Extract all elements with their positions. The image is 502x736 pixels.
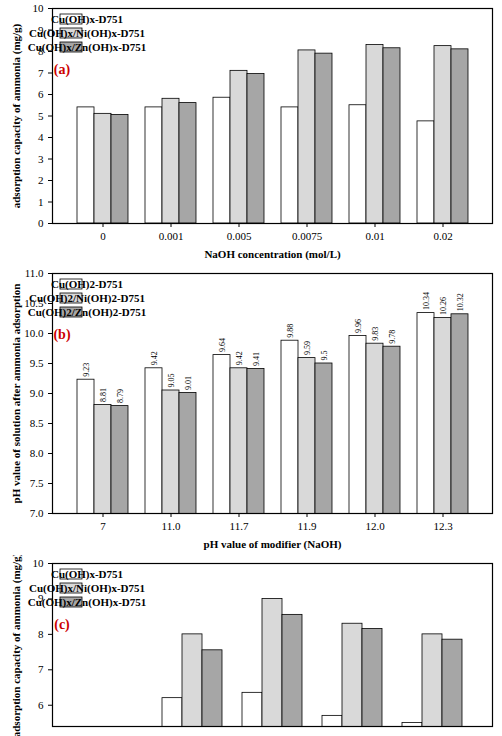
svg-text:9.05: 9.05 <box>167 374 176 388</box>
svg-text:9.59: 9.59 <box>303 341 312 355</box>
svg-text:7: 7 <box>38 663 44 675</box>
svg-text:0.001: 0.001 <box>159 230 184 242</box>
svg-text:3: 3 <box>38 153 44 165</box>
svg-text:9.5: 9.5 <box>320 351 329 361</box>
svg-text:8.79: 8.79 <box>116 389 125 403</box>
svg-text:0.01: 0.01 <box>365 230 384 242</box>
svg-text:adsorption capacity of ammonia: adsorption capacity of ammonia (mg/g) <box>10 555 23 736</box>
svg-text:7.0: 7.0 <box>30 507 44 519</box>
svg-text:6: 6 <box>38 88 44 100</box>
svg-text:12.3: 12.3 <box>433 520 453 532</box>
svg-text:4: 4 <box>38 131 44 143</box>
svg-text:9.42: 9.42 <box>150 351 159 365</box>
svg-text:9.01: 9.01 <box>184 376 193 390</box>
svg-text:Cu(OH)x-D751: Cu(OH)x-D751 <box>51 13 123 26</box>
svg-text:8: 8 <box>38 628 44 640</box>
svg-text:Cu(OH)2/Ni(OH)2-D751: Cu(OH)2/Ni(OH)2-D751 <box>29 292 145 305</box>
svg-text:9.88: 9.88 <box>286 324 295 338</box>
svg-text:9.23: 9.23 <box>82 363 91 377</box>
svg-text:9.42: 9.42 <box>235 351 244 365</box>
svg-text:7: 7 <box>38 67 44 79</box>
svg-text:9.78: 9.78 <box>388 330 397 344</box>
svg-text:Cu(OH)2-D751: Cu(OH)2-D751 <box>51 278 123 291</box>
svg-text:Cu(OH)x/Ni(OH)x-D751: Cu(OH)x/Ni(OH)x-D751 <box>29 582 145 595</box>
svg-text:10: 10 <box>33 2 45 14</box>
svg-text:Cu(OH)x/Zn(OH)x-D751: Cu(OH)x/Zn(OH)x-D751 <box>28 41 147 54</box>
svg-text:5: 5 <box>38 110 44 122</box>
svg-text:0.005: 0.005 <box>227 230 252 242</box>
svg-text:12.0: 12.0 <box>365 520 385 532</box>
svg-text:8.0: 8.0 <box>30 447 44 459</box>
svg-text:pH value of modifier (NaOH): pH value of modifier (NaOH) <box>204 538 342 551</box>
svg-text:10.26: 10.26 <box>439 297 448 315</box>
svg-text:10: 10 <box>33 557 45 569</box>
svg-text:11.9: 11.9 <box>298 520 317 532</box>
svg-text:adsorption capacity of ammonia: adsorption capacity of ammonia (mg/g) <box>10 23 23 208</box>
svg-text:9.83: 9.83 <box>371 327 380 341</box>
svg-text:8.5: 8.5 <box>30 417 44 429</box>
svg-text:0.0075: 0.0075 <box>292 230 323 242</box>
svg-text:7: 7 <box>100 520 106 532</box>
svg-text:(c): (c) <box>54 617 70 633</box>
svg-text:8.81: 8.81 <box>99 388 108 402</box>
svg-text:9.64: 9.64 <box>218 338 227 352</box>
svg-text:11.0: 11.0 <box>162 520 181 532</box>
svg-text:0: 0 <box>38 217 44 229</box>
svg-text:Cu(OH)x/Ni(OH)x-D751: Cu(OH)x/Ni(OH)x-D751 <box>29 27 145 40</box>
svg-text:10.34: 10.34 <box>422 292 431 310</box>
svg-text:Cu(OH)2/Zn(OH)2-D751: Cu(OH)2/Zn(OH)2-D751 <box>28 306 147 319</box>
svg-text:2: 2 <box>38 174 44 186</box>
svg-text:Cu(OH)x-D751: Cu(OH)x-D751 <box>51 568 123 581</box>
svg-text:Cu(OH)x/Zn(OH)x-D751: Cu(OH)x/Zn(OH)x-D751 <box>28 596 147 609</box>
svg-text:9.5: 9.5 <box>30 357 44 369</box>
svg-text:pH value of solution after amm: pH value of solution after ammonia adsor… <box>10 284 22 504</box>
svg-text:1: 1 <box>38 196 44 208</box>
svg-text:0.02: 0.02 <box>433 230 452 242</box>
svg-text:10.0: 10.0 <box>24 327 44 339</box>
svg-text:11.7: 11.7 <box>230 520 249 532</box>
svg-text:0: 0 <box>100 230 106 242</box>
svg-text:NaOH concentration (mol/L): NaOH concentration (mol/L) <box>204 248 341 261</box>
svg-text:9.41: 9.41 <box>252 352 261 366</box>
svg-text:10.32: 10.32 <box>456 293 465 311</box>
svg-text:9.96: 9.96 <box>354 319 363 333</box>
svg-text:11.0: 11.0 <box>25 267 44 279</box>
svg-text:9.0: 9.0 <box>30 387 44 399</box>
svg-text:6: 6 <box>38 699 44 711</box>
svg-text:(a): (a) <box>54 62 71 78</box>
svg-text:7.5: 7.5 <box>30 477 44 489</box>
svg-text:(b): (b) <box>53 327 70 343</box>
